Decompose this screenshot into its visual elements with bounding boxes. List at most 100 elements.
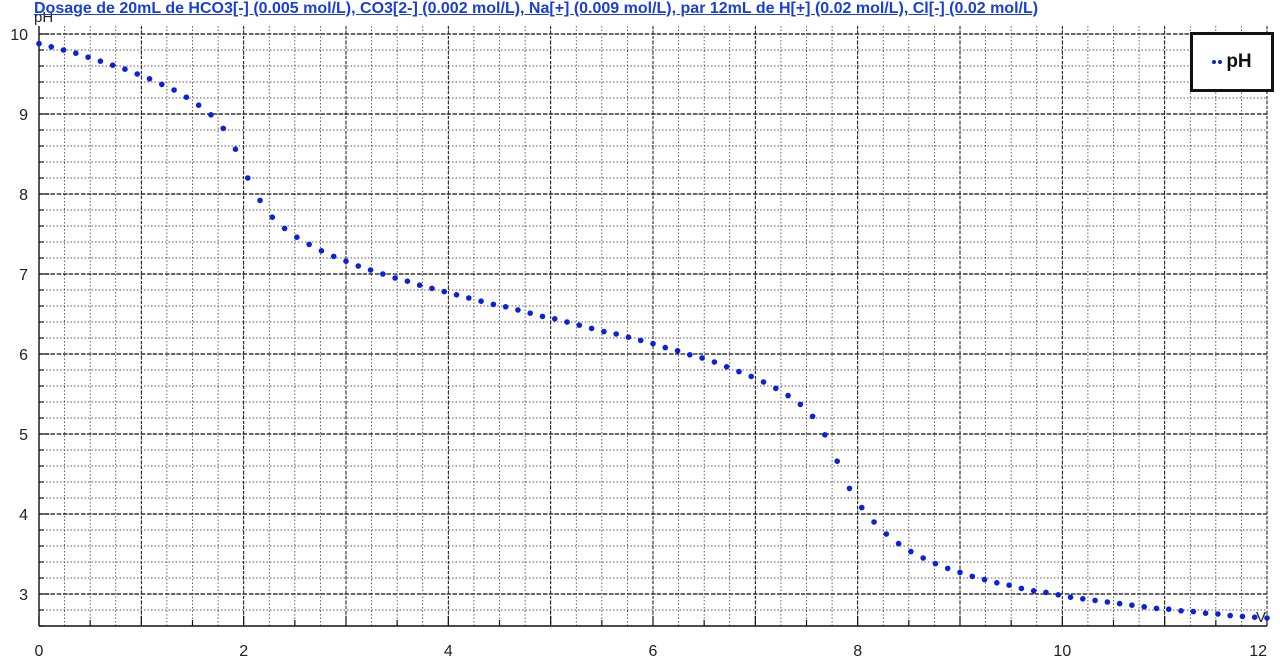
x-tick-label: 2	[239, 643, 248, 660]
data-point	[1202, 610, 1209, 616]
data-point	[257, 197, 263, 204]
data-point	[343, 258, 349, 265]
data-point	[637, 337, 644, 344]
data-point	[195, 102, 202, 108]
data-point	[1251, 614, 1258, 620]
data-point	[760, 379, 767, 385]
data-point	[846, 485, 853, 492]
data-point	[502, 304, 509, 310]
data-point	[380, 271, 386, 277]
data-point	[1227, 612, 1233, 619]
data-point	[588, 325, 595, 332]
data-point	[711, 359, 718, 365]
x-tick-label: 4	[444, 643, 453, 660]
data-point	[1129, 602, 1135, 608]
data-point	[232, 146, 239, 152]
data-point	[294, 234, 300, 240]
data-point	[773, 385, 779, 392]
data-point	[858, 504, 865, 511]
chart-title: Dosage de 20mL de HCO3[-] (0.005 mol/L),…	[34, 0, 1039, 17]
y-tick-label: 9	[19, 107, 28, 124]
data-point	[1055, 592, 1062, 598]
data-point	[736, 368, 742, 375]
data-point	[208, 112, 214, 118]
data-point	[601, 328, 607, 335]
data-point	[871, 519, 877, 525]
data-point	[748, 373, 755, 380]
data-point	[60, 47, 67, 53]
data-point	[797, 401, 804, 408]
data-point	[650, 340, 656, 347]
data-point	[36, 40, 42, 47]
data-point	[1043, 589, 1049, 596]
tick-labels: 0 2 4 6 8 10 12 3 4 5 6 7 8 9 10	[10, 27, 1267, 660]
data-point	[1239, 613, 1246, 620]
data-point	[1141, 604, 1147, 610]
data-point	[1190, 608, 1197, 615]
data-point	[723, 364, 730, 370]
data-point	[1104, 599, 1111, 605]
data-point	[699, 355, 705, 361]
data-point	[183, 94, 190, 100]
x-tick-label: 0	[35, 643, 44, 660]
data-point	[146, 76, 153, 82]
data-point	[822, 432, 828, 438]
data-point	[895, 540, 902, 547]
data-point	[1018, 585, 1025, 592]
data-point	[883, 531, 890, 537]
data-point	[551, 316, 558, 322]
data-point	[171, 87, 177, 93]
data-point	[539, 313, 546, 320]
data-point	[490, 301, 497, 308]
data-point	[674, 348, 681, 354]
data-point	[1264, 615, 1270, 621]
data-point	[122, 66, 128, 72]
data-point	[392, 275, 398, 281]
data-point	[109, 62, 116, 68]
data-point	[576, 322, 583, 329]
data-point	[441, 288, 448, 295]
data-point	[220, 125, 226, 132]
data-point	[613, 331, 619, 337]
y-tick-label: 3	[19, 587, 28, 604]
data-point	[1153, 605, 1160, 612]
y-axis-label: pH	[34, 9, 53, 26]
data-point	[994, 580, 1000, 586]
data-point	[809, 413, 816, 420]
data-point	[453, 292, 460, 298]
data-point	[969, 573, 976, 580]
data-point	[355, 263, 362, 269]
data-point	[662, 344, 669, 351]
data-point	[1080, 596, 1086, 602]
data-point	[85, 54, 91, 60]
data-point	[478, 298, 484, 305]
data-point	[97, 58, 104, 64]
data-point	[134, 71, 141, 77]
x-tick-label: 8	[853, 643, 862, 660]
data-point	[404, 278, 411, 285]
data-point	[1092, 597, 1098, 604]
data-point	[318, 248, 325, 254]
data-point	[1178, 608, 1184, 614]
data-point	[429, 285, 435, 292]
data-point	[834, 458, 840, 465]
data-point	[73, 50, 79, 56]
data-point	[281, 225, 288, 232]
y-tick-label: 5	[19, 427, 28, 444]
data-point	[944, 565, 951, 572]
data-point	[515, 307, 521, 313]
data-point	[908, 548, 914, 555]
legend-entry-ph: pH	[1226, 51, 1252, 72]
y-tick-label: 8	[19, 187, 28, 204]
data-point	[957, 569, 963, 576]
major-grid	[38, 26, 1268, 627]
data-point	[416, 282, 423, 289]
data-point	[1006, 582, 1012, 588]
data-point	[330, 253, 337, 260]
data-point	[625, 334, 632, 341]
legend-marker-icon	[1212, 60, 1223, 64]
legend: pH	[1190, 32, 1274, 92]
data-point	[1215, 611, 1221, 617]
axis-ticks	[38, 33, 1268, 627]
